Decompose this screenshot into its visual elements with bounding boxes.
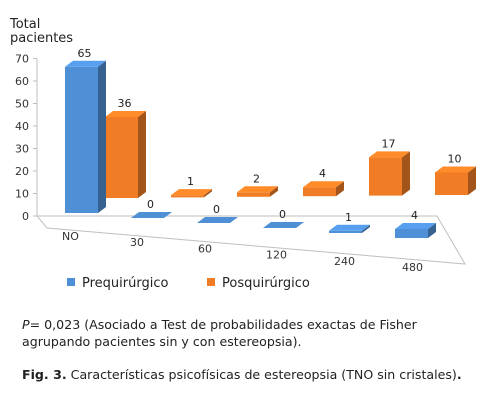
legend-label-prequirurgico: Prequirúrgico [82,276,169,291]
legend-swatch-posquirurgico [207,278,215,286]
bar-prequirurgico-0-value-label: 65 [78,47,92,60]
floor-outline [35,215,466,265]
y-tick-label: 20 [15,165,29,178]
y-axis-title-line1: Total [9,17,40,32]
bar-prequirurgico-0-front [65,66,98,213]
bar-posquirurgico-0-front [105,117,138,198]
x-tick-label: NO [62,230,79,243]
bar-posquirurgico-1-side [204,189,212,198]
bar-posquirurgico-5-front [435,172,468,195]
figure-caption: Fig. 3. Características psicofísicas de … [22,366,462,383]
bar-prequirurgico-0-top [65,60,106,67]
bar-prequirurgico-5-top [395,223,436,229]
bar-posquirurgico-4-front [369,157,402,196]
bar-posquirurgico-2-value-label: 2 [253,172,260,185]
bar-posquirurgico-2-side [270,186,278,197]
y-tick-label: 40 [15,120,29,133]
x-tick-label: 240 [334,255,355,268]
bar-posquirurgico-5-value-label: 10 [448,153,462,166]
bar-posquirurgico-1-value-label: 1 [187,175,194,188]
bar-posquirurgico-3-front [303,187,336,197]
legend-item-prequirurgico: Prequirúrgico [67,276,168,291]
bar-posquirurgico-2-front [237,192,270,197]
figure-number: Fig. 3. [22,367,67,382]
bar-posquirurgico-1-front [171,195,204,198]
bar-prequirurgico-2-flat [197,217,238,223]
bar-prequirurgico-5-front [395,229,428,238]
bar-posquirurgico-3-side [336,181,344,197]
bar-posquirurgico-4-value-label: 17 [382,137,396,150]
legend-item-posquirurgico: Posquirúrgico [207,276,310,291]
bar-prequirurgico-4-side [362,224,370,233]
bar-prequirurgico-3-value-label: 0 [279,208,286,221]
bar-posquirurgico-0-side [138,111,146,198]
bar-posquirurgico-4-top [369,151,410,158]
p-value-text: = 0,023 (Asociado a Test de probabilidad… [22,317,417,349]
y-tick-label: 0 [22,210,29,223]
bar-posquirurgico-5-side [468,166,476,195]
p-symbol: P [22,317,30,332]
bar-prequirurgico-5-value-label: 4 [411,209,418,222]
bar-posquirurgico-0-value-label: 36 [118,97,132,110]
y-tick-label: 30 [15,143,29,156]
x-tick-label: 120 [266,249,287,262]
y-axis-title-line2: pacientes [10,31,73,46]
figure-caption-end: . [456,367,462,382]
bar-posquirurgico-4-side [402,151,410,196]
bar-prequirurgico-3-flat [263,222,304,228]
y-tick-label: 10 [15,188,29,201]
x-tick-label: 60 [198,242,212,255]
bar-posquirurgico-2-top [237,186,278,193]
x-tick-label: 480 [402,261,423,274]
bar-prequirurgico-4-value-label: 1 [345,211,352,224]
bar-prequirurgico-4-top [329,224,370,231]
bar-posquirurgico-1-top [171,189,212,196]
figure-caption-text: Características psicofísicas de estereop… [66,367,457,382]
y-tick-label: 60 [15,75,29,88]
p-value-note: P= 0,023 (Asociado a Test de probabilida… [22,316,462,350]
bar-prequirurgico-1-flat [131,212,172,218]
bar-prequirurgico-1-value-label: 0 [147,198,154,211]
bar-prequirurgico-5-side [428,223,436,238]
bar-posquirurgico-0-top [105,111,146,117]
bar-prequirurgico-4-front [329,230,362,233]
legend-label-posquirurgico: Posquirúrgico [222,276,310,291]
bar-posquirurgico-3-value-label: 4 [319,167,326,180]
y-tick-label: 70 [15,53,29,66]
y-tick-label: 50 [15,98,29,111]
bar-posquirurgico-5-top [435,166,476,173]
bar-prequirurgico-0-side [98,60,106,213]
bar-prequirurgico-2-value-label: 0 [213,203,220,216]
legend-swatch-prequirurgico [67,278,75,286]
x-tick-label: 30 [130,236,144,249]
bar-posquirurgico-3-top [303,181,344,188]
